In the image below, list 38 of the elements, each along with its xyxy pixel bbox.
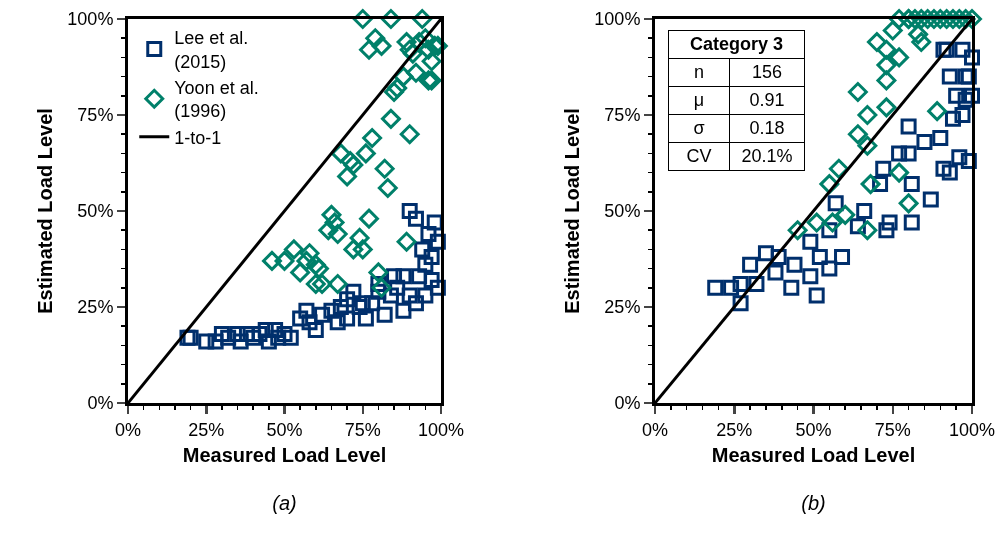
y-axis-title: Estimated Load Level: [33, 108, 56, 314]
y-tick-label: 0%: [87, 393, 114, 414]
y-tick-label: 100%: [594, 9, 641, 30]
text: (a): [272, 492, 297, 515]
y-tick-label: 50%: [77, 201, 114, 222]
annotation: σ: [668, 114, 730, 143]
y-tick-label: 50%: [604, 201, 641, 222]
x-tick-label: 75%: [874, 419, 911, 440]
text: (b): [801, 492, 826, 515]
y-tick-label: 100%: [67, 9, 114, 30]
annotation: μ: [668, 86, 730, 115]
annotation: CV: [668, 142, 730, 171]
x-tick-label: 0%: [641, 419, 669, 440]
y-tick-label: 25%: [77, 297, 114, 318]
y-tick-label: 75%: [604, 105, 641, 126]
x-tick-label: 0%: [114, 419, 142, 440]
annotation: 156: [729, 58, 805, 87]
legend-label: Lee et al. (2015): [174, 28, 249, 72]
annotation: n: [668, 58, 730, 87]
x-tick-label: 75%: [344, 419, 381, 440]
x-tick-label: 100%: [417, 419, 465, 440]
y-axis-title: Estimated Load Level: [560, 108, 583, 314]
legend-label: Yoon et al. (1996): [174, 78, 259, 122]
y-tick-label: 0%: [614, 393, 641, 414]
y-tick-label: 75%: [77, 105, 114, 126]
annotation: Category 3: [689, 34, 784, 54]
x-tick-label: 25%: [716, 419, 753, 440]
y-tick-label: 25%: [604, 297, 641, 318]
annotation: 20.1%: [729, 142, 805, 171]
legend-label: 1-to-1: [174, 127, 222, 148]
x-axis-title: Measured Load Level: [182, 444, 387, 467]
x-tick-label: 50%: [266, 419, 303, 440]
x-tick-label: 50%: [795, 419, 832, 440]
x-tick-label: 25%: [188, 419, 225, 440]
x-axis-title: Measured Load Level: [711, 444, 916, 467]
annotation: 0.18: [729, 114, 805, 143]
x-tick-label: 100%: [948, 419, 996, 440]
annotation: 0.91: [729, 86, 805, 115]
